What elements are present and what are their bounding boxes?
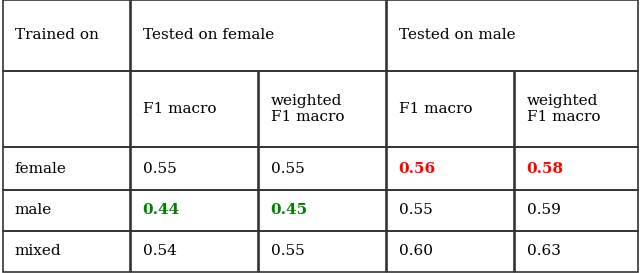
Bar [131,0,386,71]
Text: 0.63: 0.63 [527,244,561,258]
Text: 0.55: 0.55 [399,203,433,217]
Text: 0.55: 0.55 [271,244,305,258]
Text: male: male [15,203,52,217]
Text: female: female [15,162,67,176]
Bar [3,231,130,272]
Text: Trained on: Trained on [15,28,99,43]
Bar [515,147,638,190]
Bar [259,231,386,272]
Text: weighted
F1 macro: weighted F1 macro [271,94,344,124]
Bar [387,71,514,147]
Text: 0.54: 0.54 [143,244,177,258]
Bar [131,190,258,231]
Bar [3,147,130,190]
Bar [131,147,258,190]
Bar [515,231,638,272]
Bar [3,0,130,71]
Text: weighted
F1 macro: weighted F1 macro [527,94,600,124]
Text: F1 macro: F1 macro [143,102,216,116]
Text: 0.55: 0.55 [271,162,305,176]
Bar [3,190,130,231]
Text: F1 macro: F1 macro [399,102,472,116]
Text: Tested on female: Tested on female [143,28,274,43]
Bar [259,71,386,147]
Bar [131,71,258,147]
Text: 0.56: 0.56 [399,162,436,176]
Bar [515,71,638,147]
Text: 0.45: 0.45 [271,203,308,217]
Bar [259,190,386,231]
Bar [387,190,514,231]
Text: 0.59: 0.59 [527,203,561,217]
Bar [259,147,386,190]
Bar [515,190,638,231]
Bar [387,147,514,190]
Text: 0.60: 0.60 [399,244,433,258]
Text: 0.55: 0.55 [143,162,177,176]
Bar [3,71,130,147]
Text: mixed: mixed [15,244,61,258]
Text: 0.58: 0.58 [527,162,564,176]
Bar [387,0,638,71]
Bar [387,231,514,272]
Text: Tested on male: Tested on male [399,28,515,43]
Text: 0.44: 0.44 [143,203,180,217]
Bar [131,231,258,272]
